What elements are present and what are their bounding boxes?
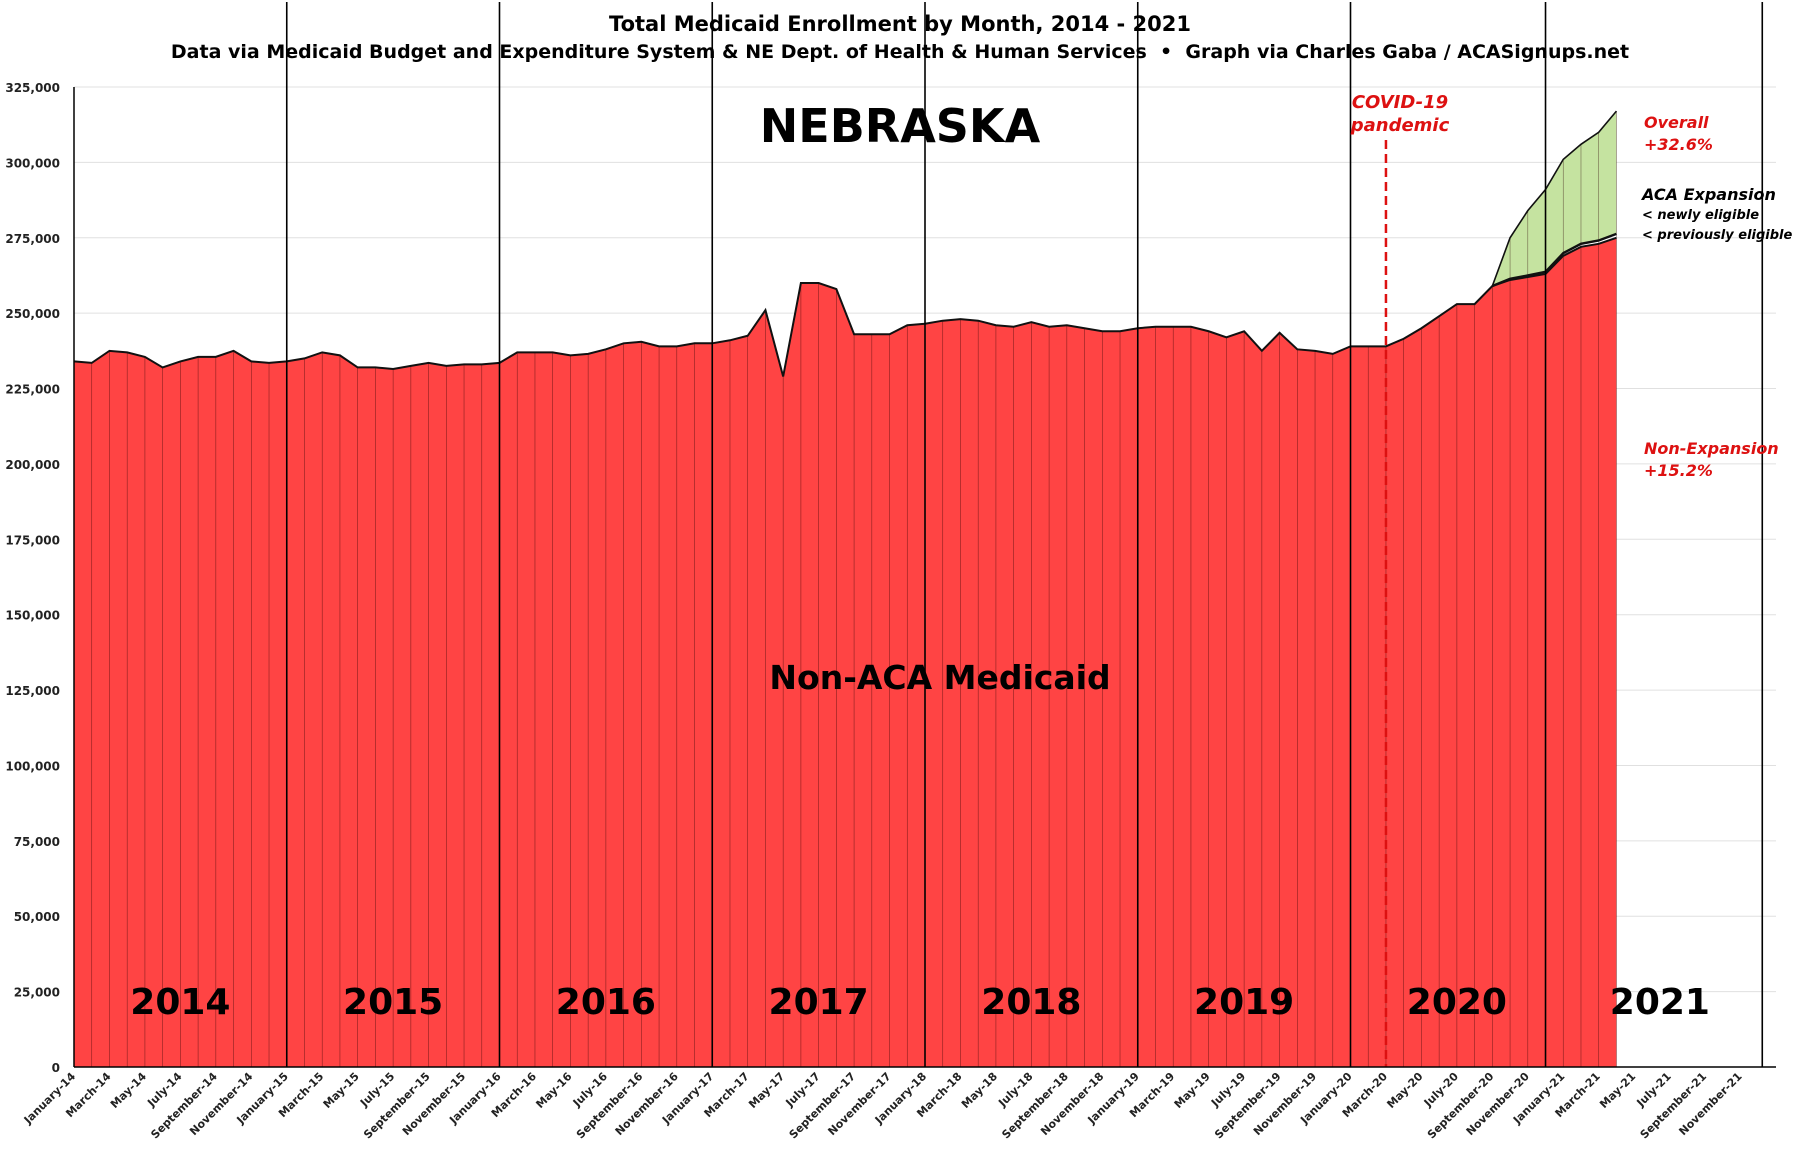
y-tick-label: 150,000	[5, 609, 60, 623]
y-tick-label: 75,000	[14, 835, 60, 849]
overall-label-line2: +32.6%	[1644, 135, 1713, 154]
x-tick-label: November-18	[1038, 1070, 1106, 1138]
y-tick-label: 200,000	[5, 458, 60, 472]
x-tick-label: May-16	[533, 1070, 574, 1111]
x-tick-label: November-21	[1676, 1070, 1744, 1138]
x-tick-label: May-15	[321, 1070, 362, 1111]
y-tick-label: 50,000	[14, 910, 60, 924]
previously-eligible-line	[1491, 232, 1617, 288]
chart-title: Total Medicaid Enrollment by Month, 2014…	[609, 12, 1191, 36]
y-tick-label: 325,000	[5, 81, 60, 95]
previously-eligible-label: < previously eligible	[1642, 228, 1793, 243]
non-aca-medicaid-area	[74, 237, 1617, 1067]
year-label: 2014	[130, 982, 230, 1023]
year-label: 2020	[1407, 982, 1507, 1023]
newly-eligible-label: < newly eligible	[1642, 208, 1759, 223]
x-tick-label: May-19	[1172, 1070, 1213, 1111]
y-tick-label: 300,000	[5, 156, 60, 170]
state-label: NEBRASKA	[760, 99, 1041, 153]
x-tick-label: November-14	[187, 1070, 255, 1138]
x-tick-label: November-19	[1251, 1070, 1319, 1138]
x-tick-label: May-20	[1384, 1070, 1425, 1111]
year-label: 2015	[343, 982, 443, 1023]
non-expansion-label-line1: Non-Expansion	[1644, 439, 1779, 458]
y-tick-label: 100,000	[5, 759, 60, 773]
year-dividers	[285, 2, 1764, 1067]
y-tick-label: 275,000	[5, 232, 60, 246]
data-areas	[73, 110, 1618, 1067]
non-expansion-label-line2: +15.2%	[1644, 461, 1713, 480]
y-tick-label: 225,000	[5, 383, 60, 397]
chart-subtitle: Data via Medicaid Budget and Expenditure…	[171, 41, 1629, 63]
x-tick-label: November-17	[825, 1070, 893, 1138]
y-tick-label: 125,000	[5, 684, 60, 698]
x-tick-label: May-14	[108, 1070, 149, 1111]
y-tick-label: 0	[52, 1061, 60, 1075]
year-label: 2018	[981, 982, 1081, 1023]
x-tick-label: November-15	[400, 1070, 468, 1138]
y-tick-label: 250,000	[5, 307, 60, 321]
aca-expansion-label: ACA Expansion	[1640, 185, 1776, 204]
covid-label-line2: pandemic	[1350, 115, 1450, 136]
y-tick-label: 175,000	[5, 533, 60, 547]
center-label: Non-ACA Medicaid	[769, 658, 1110, 697]
year-label: 2016	[556, 982, 656, 1023]
x-tick-label: May-21	[1597, 1070, 1638, 1111]
non-aca-top-line	[73, 236, 1617, 377]
chart-labels: Total Medicaid Enrollment by Month, 2014…	[171, 12, 1793, 697]
x-tick-label: May-17	[746, 1070, 787, 1111]
x-tick-label: May-18	[959, 1070, 1000, 1111]
y-tick-label: 25,000	[14, 986, 60, 1000]
x-tick-label: November-20	[1464, 1070, 1532, 1138]
x-tick-label: November-16	[613, 1070, 681, 1138]
year-label: 2017	[769, 982, 869, 1023]
overall-top-line	[1491, 110, 1618, 287]
overall-label-line1: Overall	[1644, 113, 1709, 132]
year-label: 2021	[1610, 982, 1710, 1023]
year-labels: 2014 2015 2016 2017 2018 2019 2020 2021	[130, 982, 1710, 1023]
year-label: 2019	[1194, 982, 1294, 1023]
covid-label-line1: COVID-19	[1352, 92, 1448, 113]
